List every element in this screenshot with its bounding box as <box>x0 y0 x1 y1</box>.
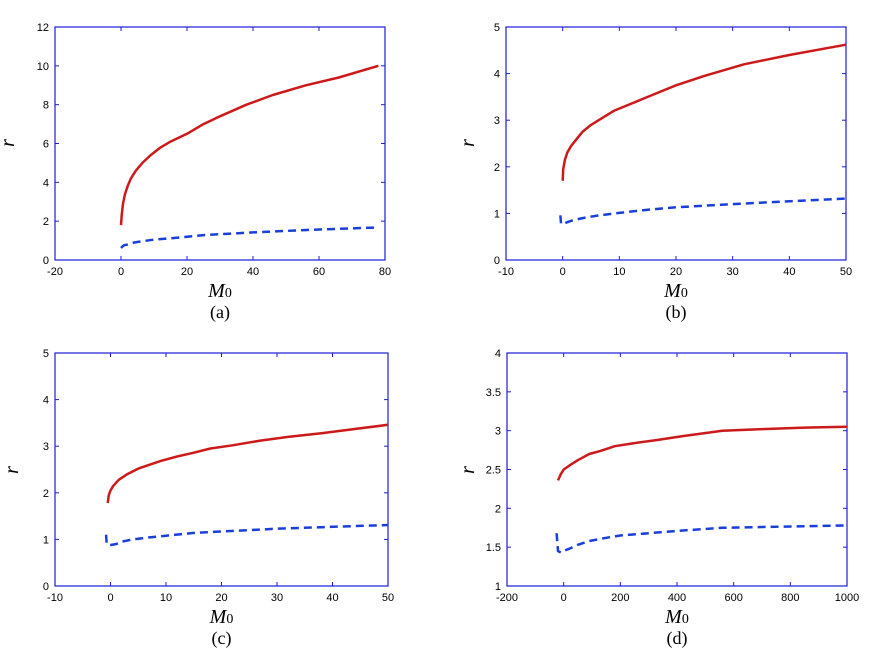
y-tick-label: 4 <box>43 395 49 407</box>
y-tick-label: 5 <box>43 348 49 360</box>
chart-panel-1: -20020406080024681012M0r(a) <box>0 22 391 323</box>
y-tick-label: 4 <box>495 348 501 360</box>
x-tick-label: 20 <box>670 266 682 278</box>
x-axis-label-subscript: 0 <box>681 286 688 301</box>
series-line-dashed <box>120 226 379 249</box>
x-tick-label: 40 <box>783 266 795 278</box>
x-axis-label: M0 <box>664 606 689 628</box>
y-tick-label: 3 <box>43 441 49 453</box>
y-tick-label: 2 <box>43 488 49 500</box>
plot-frame <box>54 26 386 261</box>
y-tick-label: 0 <box>494 255 500 267</box>
y-tick-label: 4 <box>43 177 49 189</box>
series-line-solid <box>556 425 848 481</box>
x-axis-label-main: M <box>207 280 226 302</box>
x-tick-label: 60 <box>313 266 325 278</box>
y-tick-label: 2 <box>495 503 501 515</box>
y-tick-label: 1 <box>494 208 500 220</box>
x-axis-label-main: M <box>209 606 228 628</box>
x-tick-label: -20 <box>47 266 63 278</box>
y-tick-label: 0 <box>43 581 49 593</box>
series-line-solid <box>119 64 379 226</box>
y-tick-label: 4 <box>494 69 500 81</box>
y-axis-label: r <box>457 139 479 147</box>
x-tick-label: 0 <box>560 266 566 278</box>
x-axis-label-subscript: 0 <box>682 612 689 627</box>
x-tick-label: 40 <box>326 592 338 604</box>
y-tick-label: 3.5 <box>486 387 501 399</box>
x-tick-label: 80 <box>379 266 391 278</box>
x-tick-label: 10 <box>613 266 625 278</box>
x-tick-label: 50 <box>382 592 394 604</box>
x-tick-label: 20 <box>215 592 227 604</box>
series-line-dashed <box>559 197 847 226</box>
series-line-dashed <box>555 524 848 554</box>
x-tick-label: 0 <box>107 592 113 604</box>
x-tick-label: 800 <box>781 592 799 604</box>
series-line-solid <box>561 43 847 181</box>
plot-frame <box>54 352 389 587</box>
x-axis-label: M0 <box>209 606 234 628</box>
panel-caption: (b) <box>666 302 687 323</box>
y-tick-label: 12 <box>37 22 49 34</box>
x-tick-label: 600 <box>724 592 742 604</box>
y-tick-label: 1 <box>495 581 501 593</box>
panel-caption: (c) <box>212 628 232 649</box>
plot-frame <box>505 26 847 261</box>
y-tick-label: 2.5 <box>486 465 501 477</box>
y-tick-label: 5 <box>494 22 500 34</box>
x-tick-label: 10 <box>160 592 172 604</box>
y-tick-label: 2 <box>43 216 49 228</box>
x-tick-label: 40 <box>247 266 259 278</box>
x-axis-label: M0 <box>207 280 232 302</box>
y-tick-label: 1 <box>43 534 49 546</box>
x-axis-label-main: M <box>663 280 682 302</box>
x-tick-label: 0 <box>561 592 567 604</box>
panel-caption: (a) <box>210 302 230 323</box>
y-tick-label: 0 <box>43 255 49 267</box>
panel-caption: (d) <box>667 628 688 649</box>
y-tick-label: 1.5 <box>486 542 501 554</box>
series-line-dashed <box>104 523 389 547</box>
x-tick-label: 30 <box>271 592 283 604</box>
y-tick-label: 10 <box>37 61 49 73</box>
x-tick-label: 200 <box>611 592 629 604</box>
x-axis-label-main: M <box>664 606 683 628</box>
y-tick-label: 8 <box>43 100 49 112</box>
x-tick-label: 0 <box>118 266 124 278</box>
y-tick-label: 6 <box>43 139 49 151</box>
y-tick-label: 3 <box>495 426 501 438</box>
x-tick-label: -10 <box>498 266 514 278</box>
y-tick-label: 2 <box>494 162 500 174</box>
x-tick-label: 50 <box>840 266 852 278</box>
y-axis-label: r <box>1 466 23 474</box>
x-tick-label: 400 <box>668 592 686 604</box>
x-tick-label: 30 <box>727 266 739 278</box>
x-axis-label-subscript: 0 <box>226 612 233 627</box>
y-tick-label: 3 <box>494 115 500 127</box>
y-axis-label: r <box>457 466 479 474</box>
series-line-solid <box>106 423 389 504</box>
x-axis-label: M0 <box>663 280 688 302</box>
x-tick-label: -10 <box>47 592 63 604</box>
y-axis-label: r <box>0 139 19 147</box>
x-tick-label: -200 <box>496 592 518 604</box>
x-tick-label: 1000 <box>835 592 859 604</box>
x-axis-label-subscript: 0 <box>225 286 232 301</box>
x-tick-label: 20 <box>181 266 193 278</box>
